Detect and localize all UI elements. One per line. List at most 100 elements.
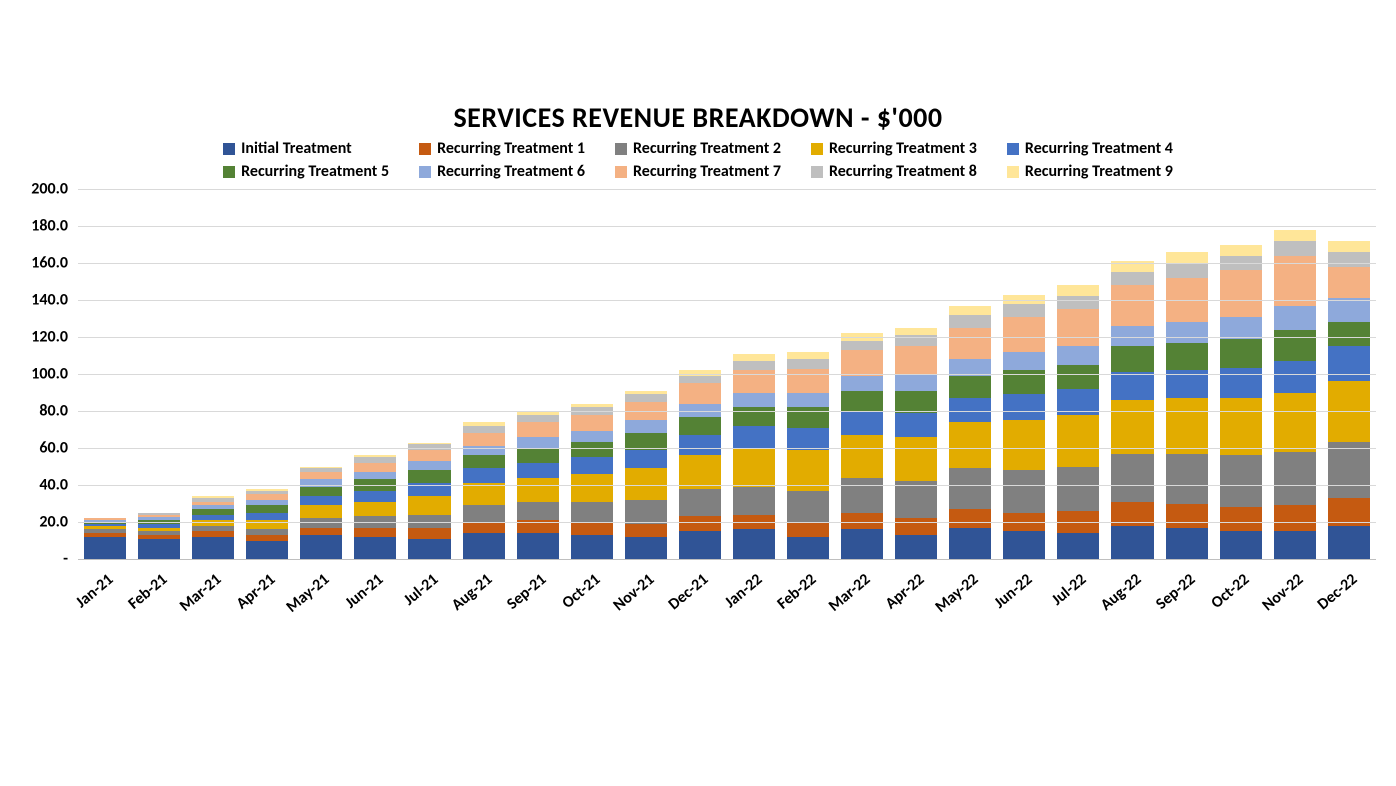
chart-bar-segment: [949, 468, 991, 509]
chart-y-tick-label: 140.0: [18, 291, 78, 310]
chart-bar-segment: [787, 537, 829, 559]
chart-bar-segment: [1166, 504, 1208, 528]
chart-bar: [1220, 245, 1262, 559]
chart-x-tick: May-21: [300, 560, 342, 640]
chart-bar-segment: [463, 533, 505, 559]
chart-x-tick-label: Apr-22: [882, 570, 929, 613]
chart-bar-segment: [679, 417, 721, 436]
chart-bar-segment: [679, 383, 721, 403]
chart-y-tick-label: 120.0: [18, 328, 78, 347]
chart-x-tick: Aug-22: [1111, 560, 1153, 640]
chart-gridline: [78, 263, 1376, 264]
legend-label: Recurring Treatment 8: [829, 162, 977, 181]
chart-y-tick-label: 40.0: [18, 476, 78, 495]
chart-bar-segment: [517, 502, 559, 521]
chart-x-tick: Feb-22: [787, 560, 829, 640]
chart-plot-area: -20.040.060.080.0100.0120.0140.0160.0180…: [78, 189, 1376, 560]
chart-x-tick: Jan-21: [84, 560, 126, 640]
chart-bar: [571, 404, 613, 559]
chart-bar-segment: [408, 496, 450, 515]
chart-bar-segment: [1111, 526, 1153, 559]
chart-bar-segment: [841, 350, 883, 376]
chart-bar: [1328, 241, 1370, 559]
chart-bar-segment: [1274, 393, 1316, 452]
chart-bar-segment: [1166, 322, 1208, 342]
chart-x-tick-label: Jun-21: [342, 570, 388, 613]
chart-bar-segment: [354, 463, 396, 472]
chart-bar-segment: [733, 448, 775, 487]
chart-bar-segment: [354, 537, 396, 559]
chart-bar-segment: [408, 539, 450, 559]
chart-bar-segment: [408, 470, 450, 483]
chart-bar-segment: [895, 328, 937, 335]
chart-bar-segment: [463, 455, 505, 468]
chart-bar-segment: [1274, 306, 1316, 330]
chart-bar-segment: [1057, 296, 1099, 309]
chart-x-tick: Dec-21: [679, 560, 721, 640]
chart-bar-segment: [1057, 365, 1099, 389]
chart-bar-segment: [463, 483, 505, 505]
chart-y-tick-label: 200.0: [18, 180, 78, 199]
chart-bar-segment: [1328, 252, 1370, 267]
chart-x-tick: Dec-22: [1328, 560, 1370, 640]
chart-bar-segment: [1220, 455, 1262, 507]
chart-bar-segment: [84, 537, 126, 559]
chart-bar-segment: [571, 522, 613, 535]
chart-bar-segment: [192, 537, 234, 559]
chart-x-tick-label: Feb-22: [774, 570, 821, 613]
chart-bar: [1274, 230, 1316, 559]
chart-bar-segment: [1274, 531, 1316, 559]
chart-bar-segment: [300, 528, 342, 535]
chart-bar-segment: [1057, 533, 1099, 559]
chart-bar-segment: [300, 487, 342, 496]
chart-bar-segment: [1003, 531, 1045, 559]
chart-bar-segment: [787, 352, 829, 359]
chart-x-tick: Jun-22: [1003, 560, 1045, 640]
chart-bar-segment: [408, 528, 450, 539]
chart-bar-segment: [679, 489, 721, 517]
chart-bar-segment: [679, 435, 721, 455]
chart-bar-segment: [733, 361, 775, 370]
chart-bar-segment: [408, 450, 450, 461]
chart-bar-segment: [463, 426, 505, 433]
chart-bar: [84, 518, 126, 559]
chart-bar-segment: [354, 472, 396, 479]
chart-bar-segment: [1274, 452, 1316, 506]
chart-bar: [463, 422, 505, 559]
chart-bar-segment: [733, 529, 775, 559]
chart-x-tick: Apr-21: [246, 560, 288, 640]
chart-bar-segment: [733, 487, 775, 515]
chart-bar-segment: [1328, 322, 1370, 346]
chart-bar: [949, 306, 991, 559]
chart-bar-segment: [1274, 241, 1316, 256]
chart-title: SERVICES REVENUE BREAKDOWN - $'000: [20, 100, 1376, 135]
chart-bar-segment: [1328, 298, 1370, 322]
chart-bar-segment: [408, 461, 450, 470]
chart-bar: [679, 370, 721, 559]
chart-bar-segment: [1274, 230, 1316, 241]
chart-bar-segment: [1274, 361, 1316, 392]
chart-x-tick: Jun-21: [354, 560, 396, 640]
chart-bar-segment: [787, 491, 829, 522]
chart-bar-segment: [949, 376, 991, 398]
legend-item: Initial Treatment: [223, 139, 389, 158]
chart-gridline: [78, 522, 1376, 523]
chart-bar-segment: [1003, 470, 1045, 513]
chart-bar-segment: [571, 442, 613, 457]
chart-bar-segment: [895, 481, 937, 518]
chart-bar-segment: [625, 537, 667, 559]
chart-bar-segment: [1111, 454, 1153, 502]
chart-bar-segment: [517, 448, 559, 463]
chart-bar-segment: [1220, 507, 1262, 531]
chart-bar-segment: [1111, 372, 1153, 400]
chart-bar-segment: [1111, 272, 1153, 285]
chart-bar-segment: [1003, 317, 1045, 352]
chart-x-tick: Mar-22: [841, 560, 883, 640]
chart-bar-segment: [1057, 285, 1099, 296]
chart-bar-segment: [517, 422, 559, 437]
chart-bar-segment: [517, 415, 559, 422]
chart-bar-segment: [517, 533, 559, 559]
chart-bar-segment: [895, 535, 937, 559]
chart-x-tick: Apr-22: [895, 560, 937, 640]
chart-x-tick-label: Jan-21: [72, 570, 117, 612]
